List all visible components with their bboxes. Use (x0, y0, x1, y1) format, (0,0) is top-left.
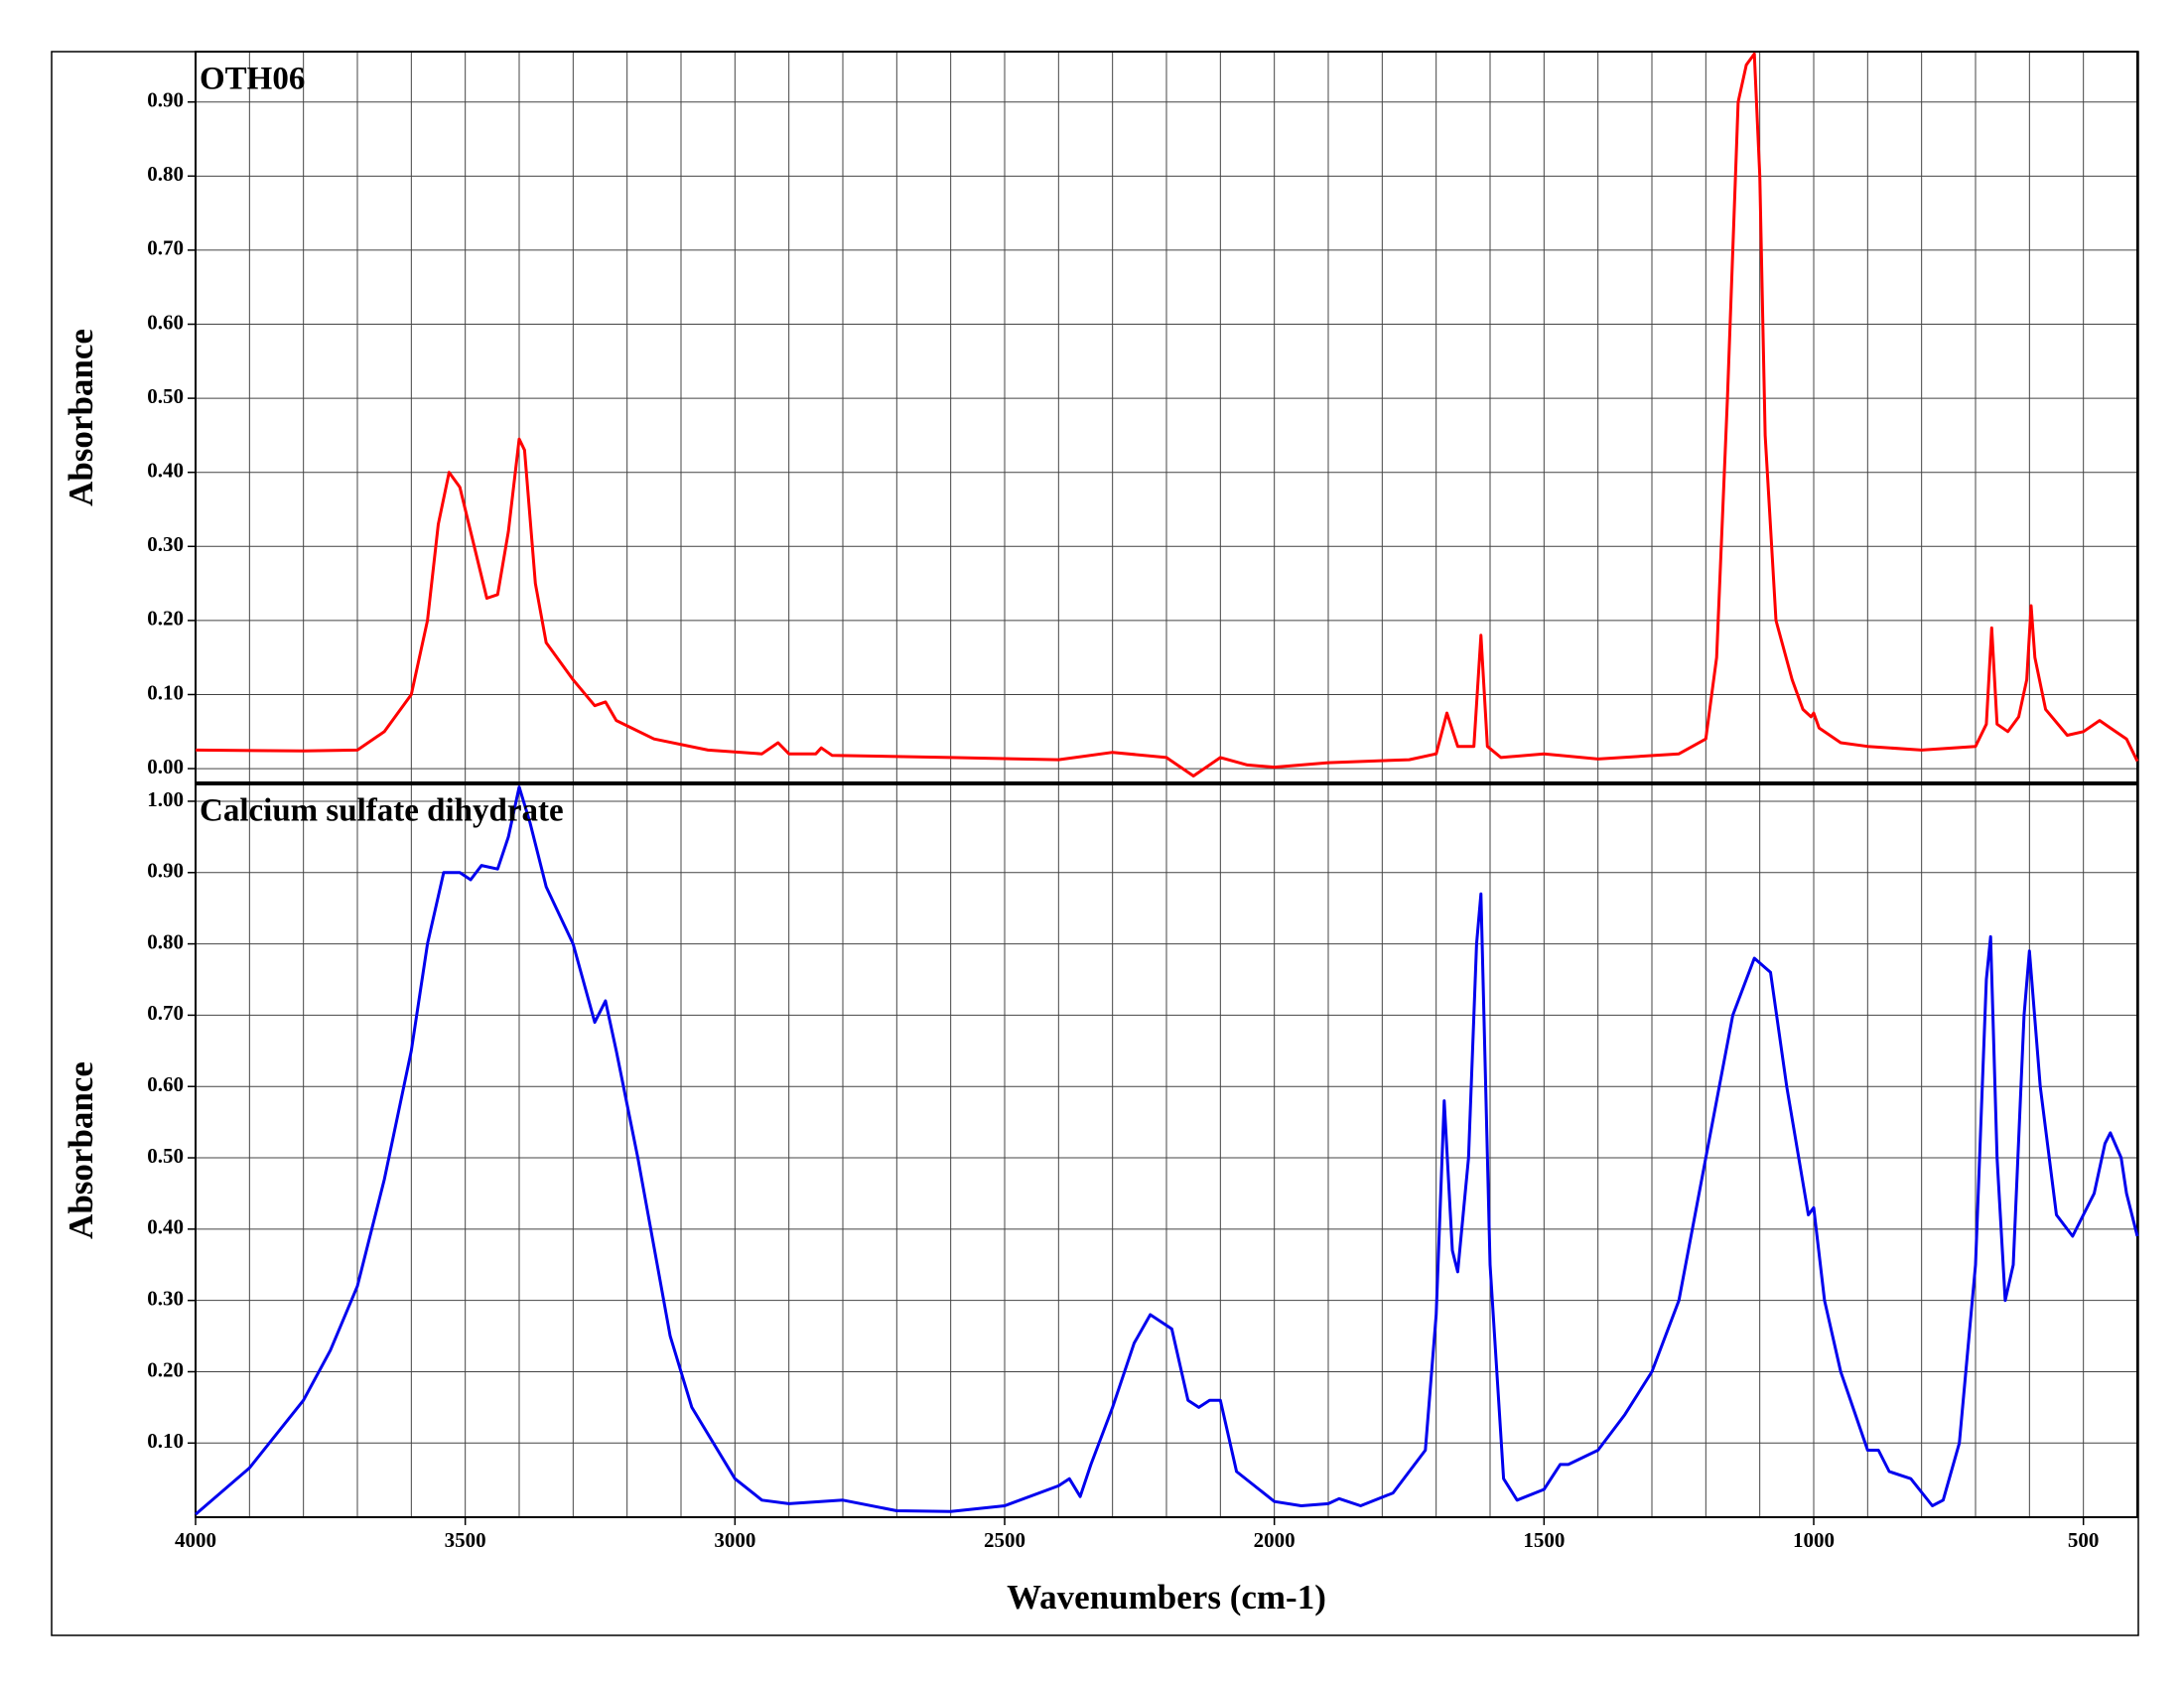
y-tick-label: 0.80 (147, 929, 184, 953)
y-tick-label: 0.50 (147, 1144, 184, 1168)
x-tick-label: 3500 (445, 1528, 486, 1552)
y-tick-label: 0.10 (147, 680, 184, 704)
y-tick-label: 0.30 (147, 532, 184, 556)
y-tick-label: 0.10 (147, 1429, 184, 1453)
x-tick-label: 500 (2068, 1528, 2100, 1552)
y-tick-label: 0.70 (147, 1001, 184, 1025)
x-tick-label: 2000 (1254, 1528, 1296, 1552)
x-tick-label: 3000 (714, 1528, 755, 1552)
y-tick-label: 0.70 (147, 236, 184, 260)
y-tick-label: 1.00 (147, 787, 184, 811)
y-axis-label: Absorbance (62, 1061, 100, 1239)
x-tick-label: 1000 (1793, 1528, 1835, 1552)
y-tick-label: 0.40 (147, 1215, 184, 1239)
y-tick-label: 0.90 (147, 88, 184, 112)
x-tick-label: 1500 (1523, 1528, 1565, 1552)
panel-title: Calcium sulfate dihydrate (200, 793, 564, 829)
y-tick-label: 0.90 (147, 859, 184, 883)
y-axis-label: Absorbance (62, 329, 100, 506)
y-tick-label: 0.50 (147, 384, 184, 408)
x-tick-label: 2500 (984, 1528, 1025, 1552)
y-tick-label: 0.20 (147, 607, 184, 631)
y-tick-label: 0.00 (147, 755, 184, 778)
panel-title: OTH06 (200, 62, 305, 97)
frame (51, 51, 2139, 1636)
x-tick-label: 4000 (175, 1528, 216, 1552)
y-tick-label: 0.60 (147, 310, 184, 334)
x-axis-label: Wavenumbers (cm-1) (1007, 1578, 1326, 1617)
y-tick-label: 0.40 (147, 459, 184, 483)
y-tick-label: 0.60 (147, 1072, 184, 1096)
y-tick-label: 0.30 (147, 1286, 184, 1310)
spectrum-line (195, 785, 2139, 1516)
y-tick-label: 0.20 (147, 1357, 184, 1381)
y-tick-label: 0.80 (147, 162, 184, 186)
spectrum-line (195, 52, 2139, 777)
